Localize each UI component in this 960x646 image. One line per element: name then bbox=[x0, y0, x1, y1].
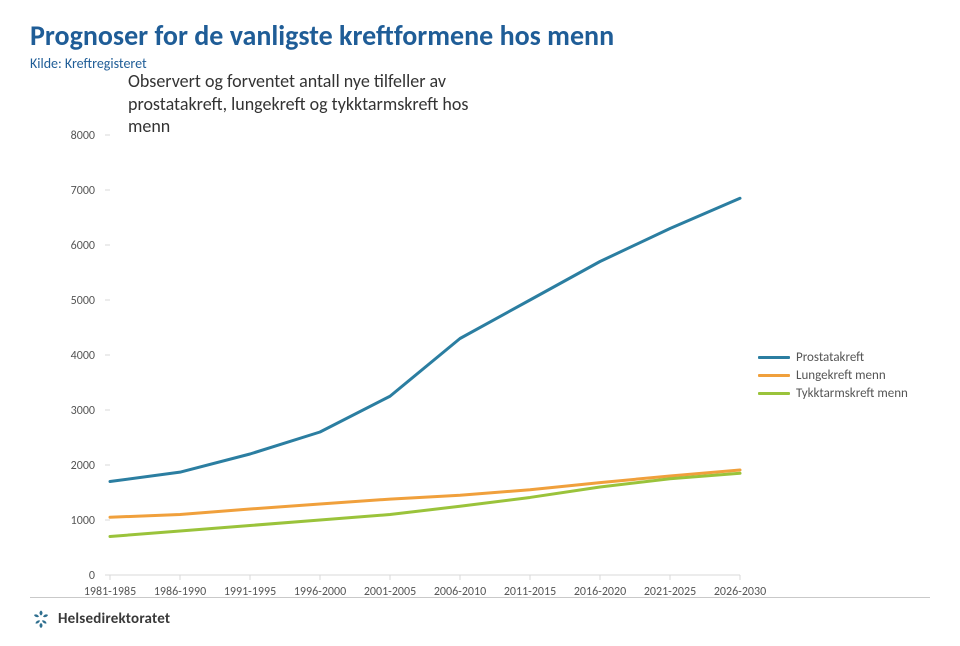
page-title: Prognoser for de vanligste kreftformene … bbox=[30, 18, 930, 53]
legend-label: Prostatakreft bbox=[796, 350, 864, 365]
chart-legend: Prostatakreft Lungekreft menn Tykktarmskre… bbox=[758, 350, 908, 404]
y-tick-label: 4000 bbox=[71, 349, 95, 363]
y-tick-label: 5000 bbox=[71, 294, 95, 308]
legend-swatch bbox=[758, 392, 790, 395]
y-tick-label: 3000 bbox=[71, 404, 95, 418]
legend-item: Tykktarmskreft menn bbox=[758, 386, 908, 401]
chart-svg: 0100020003000400050006000700080001981-19… bbox=[30, 55, 930, 615]
legend-item: Lungekreft menn bbox=[758, 368, 908, 383]
y-tick-label: 8000 bbox=[71, 129, 95, 143]
series-line bbox=[110, 198, 740, 481]
y-tick-label: 6000 bbox=[71, 239, 95, 253]
legend-label: Tykktarmskreft menn bbox=[796, 386, 908, 401]
legend-swatch bbox=[758, 356, 790, 359]
footer-divider bbox=[30, 597, 930, 598]
legend-swatch bbox=[758, 374, 790, 377]
y-tick-label: 2000 bbox=[71, 459, 95, 473]
line-chart: 0100020003000400050006000700080001981-19… bbox=[30, 55, 930, 615]
y-tick-label: 7000 bbox=[71, 184, 95, 198]
y-tick-label: 1000 bbox=[71, 514, 95, 528]
legend-label: Lungekreft menn bbox=[796, 368, 886, 383]
brand-icon bbox=[30, 608, 52, 630]
series-line bbox=[110, 473, 740, 536]
legend-item: Prostatakreft bbox=[758, 350, 908, 365]
brand-text: Helsedirektoratet bbox=[58, 610, 170, 628]
footer-brand: Helsedirektoratet bbox=[30, 608, 170, 630]
y-tick-label: 0 bbox=[89, 569, 95, 583]
